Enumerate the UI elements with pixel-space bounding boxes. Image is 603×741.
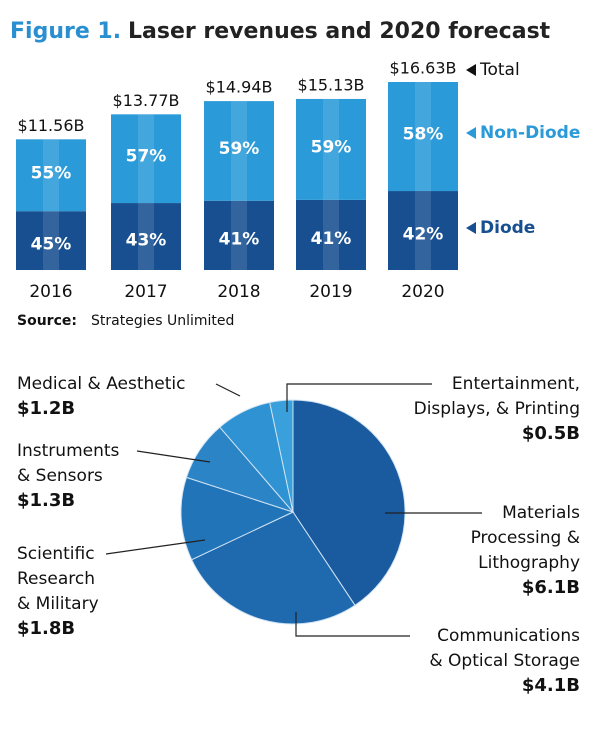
bar-highlight bbox=[231, 200, 247, 270]
leader-line bbox=[136, 450, 211, 463]
bar-highlight bbox=[43, 211, 59, 270]
slice-value: $1.3B bbox=[17, 490, 75, 511]
slice-label: Medical & Aesthetic bbox=[17, 374, 185, 394]
bar-highlight bbox=[138, 114, 154, 204]
total-label: $13.77B bbox=[113, 91, 180, 110]
slice-label: Lithography bbox=[478, 553, 580, 573]
slice-label: Scientific bbox=[17, 544, 95, 564]
legend-label: Non-Diode bbox=[480, 123, 580, 143]
slice-label: Materials bbox=[502, 503, 580, 523]
slice-label: & Optical Storage bbox=[429, 651, 580, 671]
leader-line bbox=[105, 539, 206, 555]
source-label: Source: bbox=[17, 313, 77, 329]
chart-title: Laser revenues and 2020 forecast bbox=[128, 19, 551, 44]
slice-value: $6.1B bbox=[522, 577, 580, 598]
segment-label: 59% bbox=[219, 139, 260, 159]
slice-label: & Sensors bbox=[17, 466, 103, 486]
segment-label: 41% bbox=[311, 229, 352, 249]
bar-highlight bbox=[415, 191, 431, 270]
slice-value: $4.1B bbox=[522, 675, 580, 696]
bar-segment bbox=[111, 203, 181, 270]
bar-segment bbox=[16, 139, 86, 212]
slice-label: Instruments bbox=[17, 441, 120, 461]
slice-label: Displays, & Printing bbox=[414, 399, 580, 419]
segment-label: 42% bbox=[403, 225, 444, 245]
bar-highlight bbox=[231, 101, 247, 201]
legend-label: Total bbox=[479, 60, 520, 80]
total-label: $16.63B bbox=[390, 59, 457, 78]
leader-line bbox=[295, 612, 410, 637]
x-tick-label: 2017 bbox=[124, 282, 167, 302]
segment-label: 58% bbox=[403, 125, 444, 145]
total-label: $15.13B bbox=[298, 75, 365, 94]
slice-value: $1.2B bbox=[17, 398, 75, 419]
pie-slice bbox=[180, 476, 295, 561]
bar-segment bbox=[111, 114, 181, 204]
pie-slice bbox=[190, 511, 356, 625]
legend-arrow bbox=[466, 127, 476, 139]
slice-value: $1.8B bbox=[17, 618, 75, 639]
legend-arrow bbox=[466, 222, 476, 234]
legend-label: Diode bbox=[480, 218, 535, 238]
bar-segment bbox=[388, 82, 458, 192]
bar-segment bbox=[204, 200, 274, 270]
leader-line bbox=[215, 383, 241, 397]
x-tick-label: 2020 bbox=[401, 282, 444, 302]
bar-highlight bbox=[415, 82, 431, 192]
segment-label: 55% bbox=[31, 163, 72, 183]
slice-label: Research bbox=[17, 569, 95, 589]
figure-label: Figure 1. bbox=[10, 19, 121, 44]
bar-highlight bbox=[323, 199, 339, 270]
bar-segment bbox=[296, 98, 366, 200]
bar-segment bbox=[16, 211, 86, 270]
leader-line bbox=[286, 383, 432, 412]
segment-label: 59% bbox=[311, 137, 352, 157]
slice-label: Entertainment, bbox=[452, 374, 580, 394]
bar-highlight bbox=[43, 139, 59, 212]
x-tick-label: 2019 bbox=[309, 282, 352, 302]
legend-arrow bbox=[466, 64, 476, 76]
slice-value: $0.5B bbox=[522, 423, 580, 444]
x-tick-label: 2016 bbox=[29, 282, 72, 302]
segment-label: 41% bbox=[219, 229, 260, 249]
total-label: $11.56B bbox=[18, 116, 85, 135]
bar-segment bbox=[204, 101, 274, 201]
slice-label: Processing & bbox=[471, 528, 580, 548]
source: Strategies Unlimited bbox=[91, 313, 234, 329]
x-tick-label: 2018 bbox=[217, 282, 260, 302]
bar-highlight bbox=[323, 98, 339, 200]
bar-highlight bbox=[138, 203, 154, 270]
bar-segment bbox=[296, 199, 366, 270]
bar-segment bbox=[388, 191, 458, 270]
segment-label: 45% bbox=[31, 235, 72, 255]
total-label: $14.94B bbox=[206, 78, 273, 97]
slice-label: & Military bbox=[17, 594, 99, 614]
slice-label: Communications bbox=[437, 626, 580, 646]
segment-label: 57% bbox=[126, 147, 167, 167]
segment-label: 43% bbox=[126, 231, 167, 251]
pie-slice bbox=[269, 399, 294, 513]
